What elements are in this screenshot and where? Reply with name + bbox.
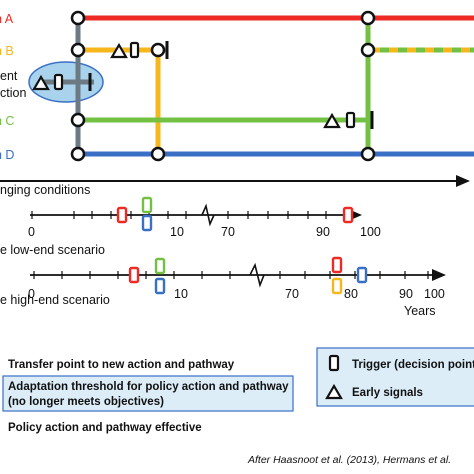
tick-label: 90 <box>399 287 413 301</box>
legend-left: Transfer point to new action and pathway… <box>2 359 294 434</box>
trigger-action-a <box>116 206 128 224</box>
legend-threshold-box <box>2 375 294 412</box>
axis-break-icon <box>249 262 265 288</box>
tick-label: 0 <box>28 287 35 301</box>
transfer-point <box>360 146 376 162</box>
trigger-action-b <box>331 277 343 295</box>
label-action-d: n D <box>0 148 14 162</box>
legend-symbols-box <box>316 347 474 407</box>
tick-label: 100 <box>424 287 445 301</box>
tick-label: 10 <box>174 287 188 301</box>
tick-label: 100 <box>360 225 381 239</box>
transfer-point <box>150 146 166 162</box>
transfer-point <box>70 146 86 162</box>
transfer-point <box>70 10 86 26</box>
trigger-action-c <box>141 196 153 214</box>
tick-label: 90 <box>316 225 330 239</box>
transfer-points <box>70 10 376 162</box>
trigger-icon <box>328 354 340 372</box>
arrowhead-icon <box>456 175 470 187</box>
tick-label: 80 <box>344 287 358 301</box>
transfer-point <box>70 112 86 128</box>
tick-label: 70 <box>285 287 299 301</box>
early-signal-icon <box>325 383 343 400</box>
changing-conditions-label: nging conditions <box>0 183 90 197</box>
tick-label: 10 <box>170 225 184 239</box>
label-current-2: ction <box>0 86 26 100</box>
legend-right: Trigger (decision point Early signals <box>316 347 474 407</box>
changing-conditions-axis: nging conditions <box>0 175 470 197</box>
trigger-action-d <box>154 277 166 295</box>
high-scenario-label: e high-end scenario <box>0 293 110 307</box>
trigger-action-a <box>331 256 343 274</box>
label-action-a: n A <box>0 12 14 26</box>
tick-label: 70 <box>221 225 235 239</box>
years-unit-label: Years <box>404 304 436 318</box>
high-scenario-timeline: 0 10 70 80 90 100 e high-end scenario Ye… <box>0 256 446 318</box>
early-signal-icon <box>323 112 341 129</box>
axis-break-icon <box>201 203 215 227</box>
pathway-lines <box>28 15 474 157</box>
trigger-action-d <box>356 266 368 284</box>
tick-label: 0 <box>28 225 35 239</box>
legend-transfer-label: Transfer point to new action and pathway <box>8 359 235 371</box>
trigger-action-a <box>342 206 354 224</box>
transfer-point <box>360 42 376 58</box>
trigger-action-a <box>128 266 140 284</box>
transfer-point <box>150 42 166 58</box>
pathway-markers <box>32 41 374 129</box>
trigger-icon <box>53 73 64 91</box>
label-current-1: ent <box>0 69 18 83</box>
pathway-labels: n A n B ent ction n C n D <box>0 12 26 162</box>
low-scenario-label: e low-end scenario <box>0 243 105 257</box>
trigger-icon <box>345 111 356 129</box>
trigger-icon <box>129 41 140 59</box>
legend-threshold-label-1: Adaptation threshold for policy action a… <box>8 381 289 393</box>
transfer-point <box>360 10 376 26</box>
label-action-b: n B <box>0 44 14 58</box>
label-action-c: n C <box>0 114 14 128</box>
low-scenario-timeline: 0 10 70 90 100 e low-end scenario <box>0 196 381 257</box>
trigger-action-c <box>154 257 166 275</box>
legend-early-label: Early signals <box>352 387 423 399</box>
source-citation: After Haasnoot et al. (2013), Hermans et… <box>247 454 451 466</box>
transfer-point <box>70 42 86 58</box>
early-signal-icon <box>32 74 50 91</box>
legend-trigger-label: Trigger (decision point <box>352 359 474 371</box>
legend-threshold-label-2: (no longer meets objectives) <box>8 396 164 408</box>
early-signal-icon <box>110 42 128 59</box>
trigger-action-d <box>141 214 153 232</box>
arrowhead-icon <box>432 269 446 281</box>
legend-effective-label: Policy action and pathway effective <box>8 422 202 434</box>
